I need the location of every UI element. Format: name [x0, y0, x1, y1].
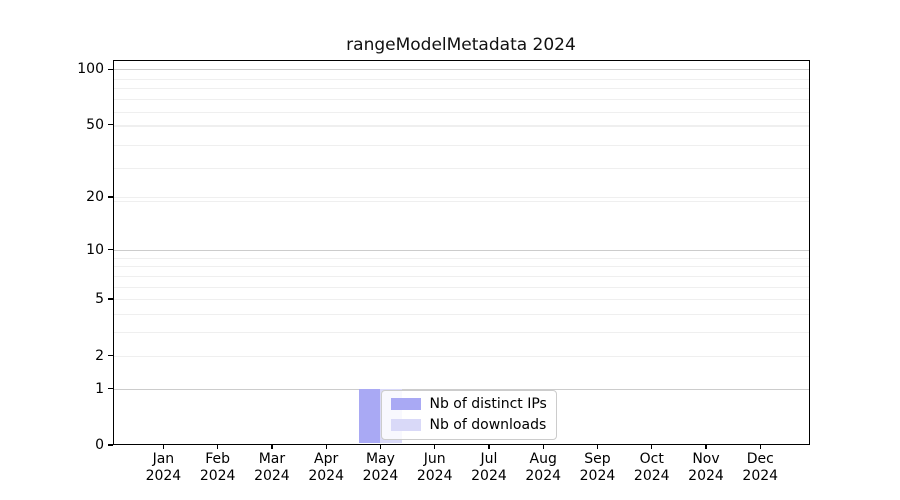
y-axis-tick [107, 196, 113, 198]
y-axis-tick-label: 2 [95, 347, 104, 364]
minor-gridline [113, 286, 809, 288]
legend-row-downloads: Nb of downloads [390, 416, 547, 433]
legend-swatch-downloads-icon [390, 418, 421, 431]
y-axis-tick-label: 5 [95, 291, 104, 308]
minor-gridline [113, 313, 809, 315]
major-gridline [113, 69, 809, 71]
x-axis-tick-label: Sep 2024 [579, 451, 616, 484]
y-axis-tick [107, 298, 113, 300]
minor-gridline [113, 275, 809, 277]
minor-gridline [113, 201, 809, 203]
x-axis-tick-label: Jan 2024 [145, 451, 182, 484]
x-axis-tick-label: Oct 2024 [633, 451, 670, 484]
x-axis-tick [488, 444, 490, 449]
x-axis-tick [705, 444, 707, 449]
x-axis-tick-label: Aug 2024 [525, 451, 562, 484]
minor-gridline [113, 197, 809, 199]
legend-swatch-distinct-ips-icon [390, 397, 421, 410]
x-axis-tick [651, 444, 653, 449]
y-axis-tick [107, 249, 113, 251]
minor-gridline [113, 299, 809, 301]
y-axis-tick [107, 68, 113, 70]
y-axis-tick-label: 20 [86, 189, 104, 206]
x-axis-tick [162, 444, 164, 449]
minor-gridline [113, 78, 809, 80]
x-axis-tick-label: Jul 2024 [471, 451, 507, 484]
y-axis-tick [107, 444, 113, 446]
y-axis-tick-label: 0 [95, 437, 104, 453]
y-axis-tick [107, 124, 113, 126]
minor-gridline [113, 99, 809, 101]
major-gridline [113, 388, 809, 390]
x-axis-tick-label: Feb 2024 [199, 451, 236, 484]
minor-gridline [113, 144, 809, 146]
x-axis-tick-label: Mar 2024 [254, 451, 290, 484]
x-axis-tick-label: May 2024 [362, 451, 399, 484]
x-axis-tick [325, 444, 327, 449]
minor-gridline [113, 126, 809, 128]
legend-label-downloads: Nb of downloads [429, 416, 547, 433]
x-axis-tick-label: Apr 2024 [308, 451, 344, 484]
legend: Nb of distinct IPs Nb of downloads [380, 389, 557, 440]
minor-gridline [113, 355, 809, 357]
minor-gridline [113, 168, 809, 170]
x-axis-tick [271, 444, 273, 449]
minor-gridline [113, 124, 809, 126]
x-axis-tick-label: Nov 2024 [688, 451, 724, 484]
y-axis-tick [107, 354, 113, 357]
minor-gridline [113, 88, 809, 90]
major-gridline [113, 249, 809, 251]
legend-row-distinct-ips: Nb of distinct IPs [390, 395, 547, 412]
bar-nb-of-distinct-ips [358, 388, 381, 444]
y-axis-tick-label: 1 [95, 380, 104, 397]
x-axis-tick-label: Jun 2024 [416, 451, 453, 484]
x-axis-tick [379, 444, 382, 449]
x-axis-tick-label: Dec 2024 [742, 451, 779, 484]
x-axis-tick [217, 444, 219, 449]
y-axis-tick-label: 10 [86, 241, 104, 258]
x-axis-tick [542, 444, 544, 449]
y-axis-tick [107, 387, 113, 390]
minor-gridline [113, 111, 809, 113]
minor-gridline [113, 332, 809, 334]
minor-gridline [113, 257, 809, 259]
x-axis-tick [434, 444, 436, 449]
y-axis-tick-label: 50 [86, 116, 104, 133]
legend-label-distinct-ips: Nb of distinct IPs [429, 395, 547, 412]
minor-gridline [113, 266, 809, 268]
x-axis-tick [596, 444, 599, 449]
plot-area [112, 60, 810, 445]
y-axis-tick-label: 100 [77, 61, 104, 78]
chart-title: rangeModelMetadata 2024 [346, 35, 576, 55]
x-axis-tick [759, 444, 761, 449]
